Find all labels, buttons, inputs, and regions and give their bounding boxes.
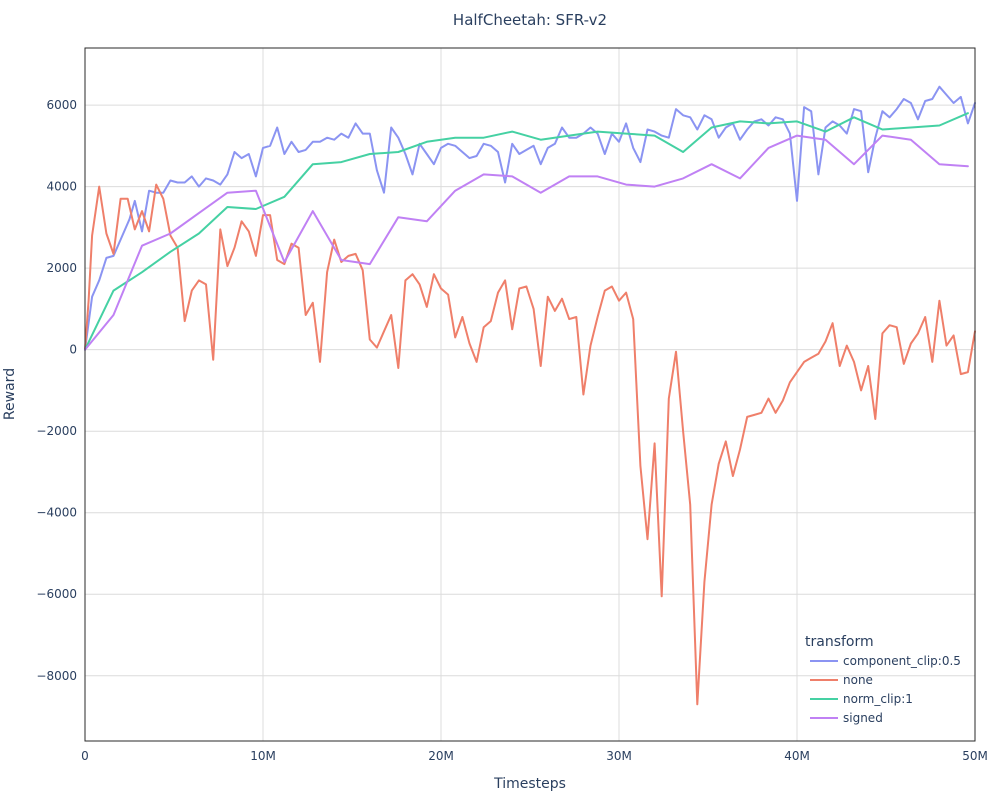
- x-tick-label: 0: [81, 749, 89, 763]
- legend-item[interactable]: norm_clip:1: [810, 692, 913, 706]
- series-line-component-clip-0-5: [84, 85, 976, 351]
- series-line-none: [84, 183, 976, 706]
- legend-title: transform: [805, 634, 874, 650]
- series-line-signed: [84, 134, 969, 351]
- x-tick-label: 40M: [784, 749, 810, 763]
- y-tick-label: −2000: [36, 424, 77, 438]
- legend-label: component_clip:0.5: [843, 654, 961, 668]
- y-tick-label: 2000: [46, 261, 77, 275]
- y-tick-label: −4000: [36, 506, 77, 520]
- x-axis-title: Timesteps: [493, 776, 566, 792]
- legend-label: signed: [843, 711, 883, 725]
- legend-item[interactable]: none: [810, 673, 873, 687]
- x-tick-label: 20M: [428, 749, 454, 763]
- y-tick-label: −8000: [36, 669, 77, 683]
- series-line-norm-clip-1: [84, 112, 969, 351]
- legend-item[interactable]: component_clip:0.5: [810, 654, 961, 668]
- x-tick-label: 10M: [250, 749, 276, 763]
- chart-title: HalfCheetah: SFR-v2: [453, 11, 607, 29]
- plot-frame: [84, 47, 976, 742]
- x-tick-label: 50M: [962, 749, 988, 763]
- x-tick-label: 30M: [606, 749, 632, 763]
- y-tick-label: 4000: [46, 180, 77, 194]
- legend-label: none: [843, 673, 873, 687]
- x-axis-ticks: 0 10M 20M 30M 40M 50M: [81, 749, 988, 763]
- y-axis-ticks: −8000 −6000 −4000 −2000 0 2000 4000 6000: [36, 98, 77, 683]
- legend-item[interactable]: signed: [810, 711, 883, 725]
- legend-label: norm_clip:1: [843, 692, 913, 706]
- series-group: [84, 85, 976, 706]
- y-tick-label: 0: [69, 343, 77, 357]
- y-axis-title: Reward: [2, 368, 18, 420]
- grid: [85, 48, 975, 741]
- y-tick-label: 6000: [46, 98, 77, 112]
- y-tick-label: −6000: [36, 587, 77, 601]
